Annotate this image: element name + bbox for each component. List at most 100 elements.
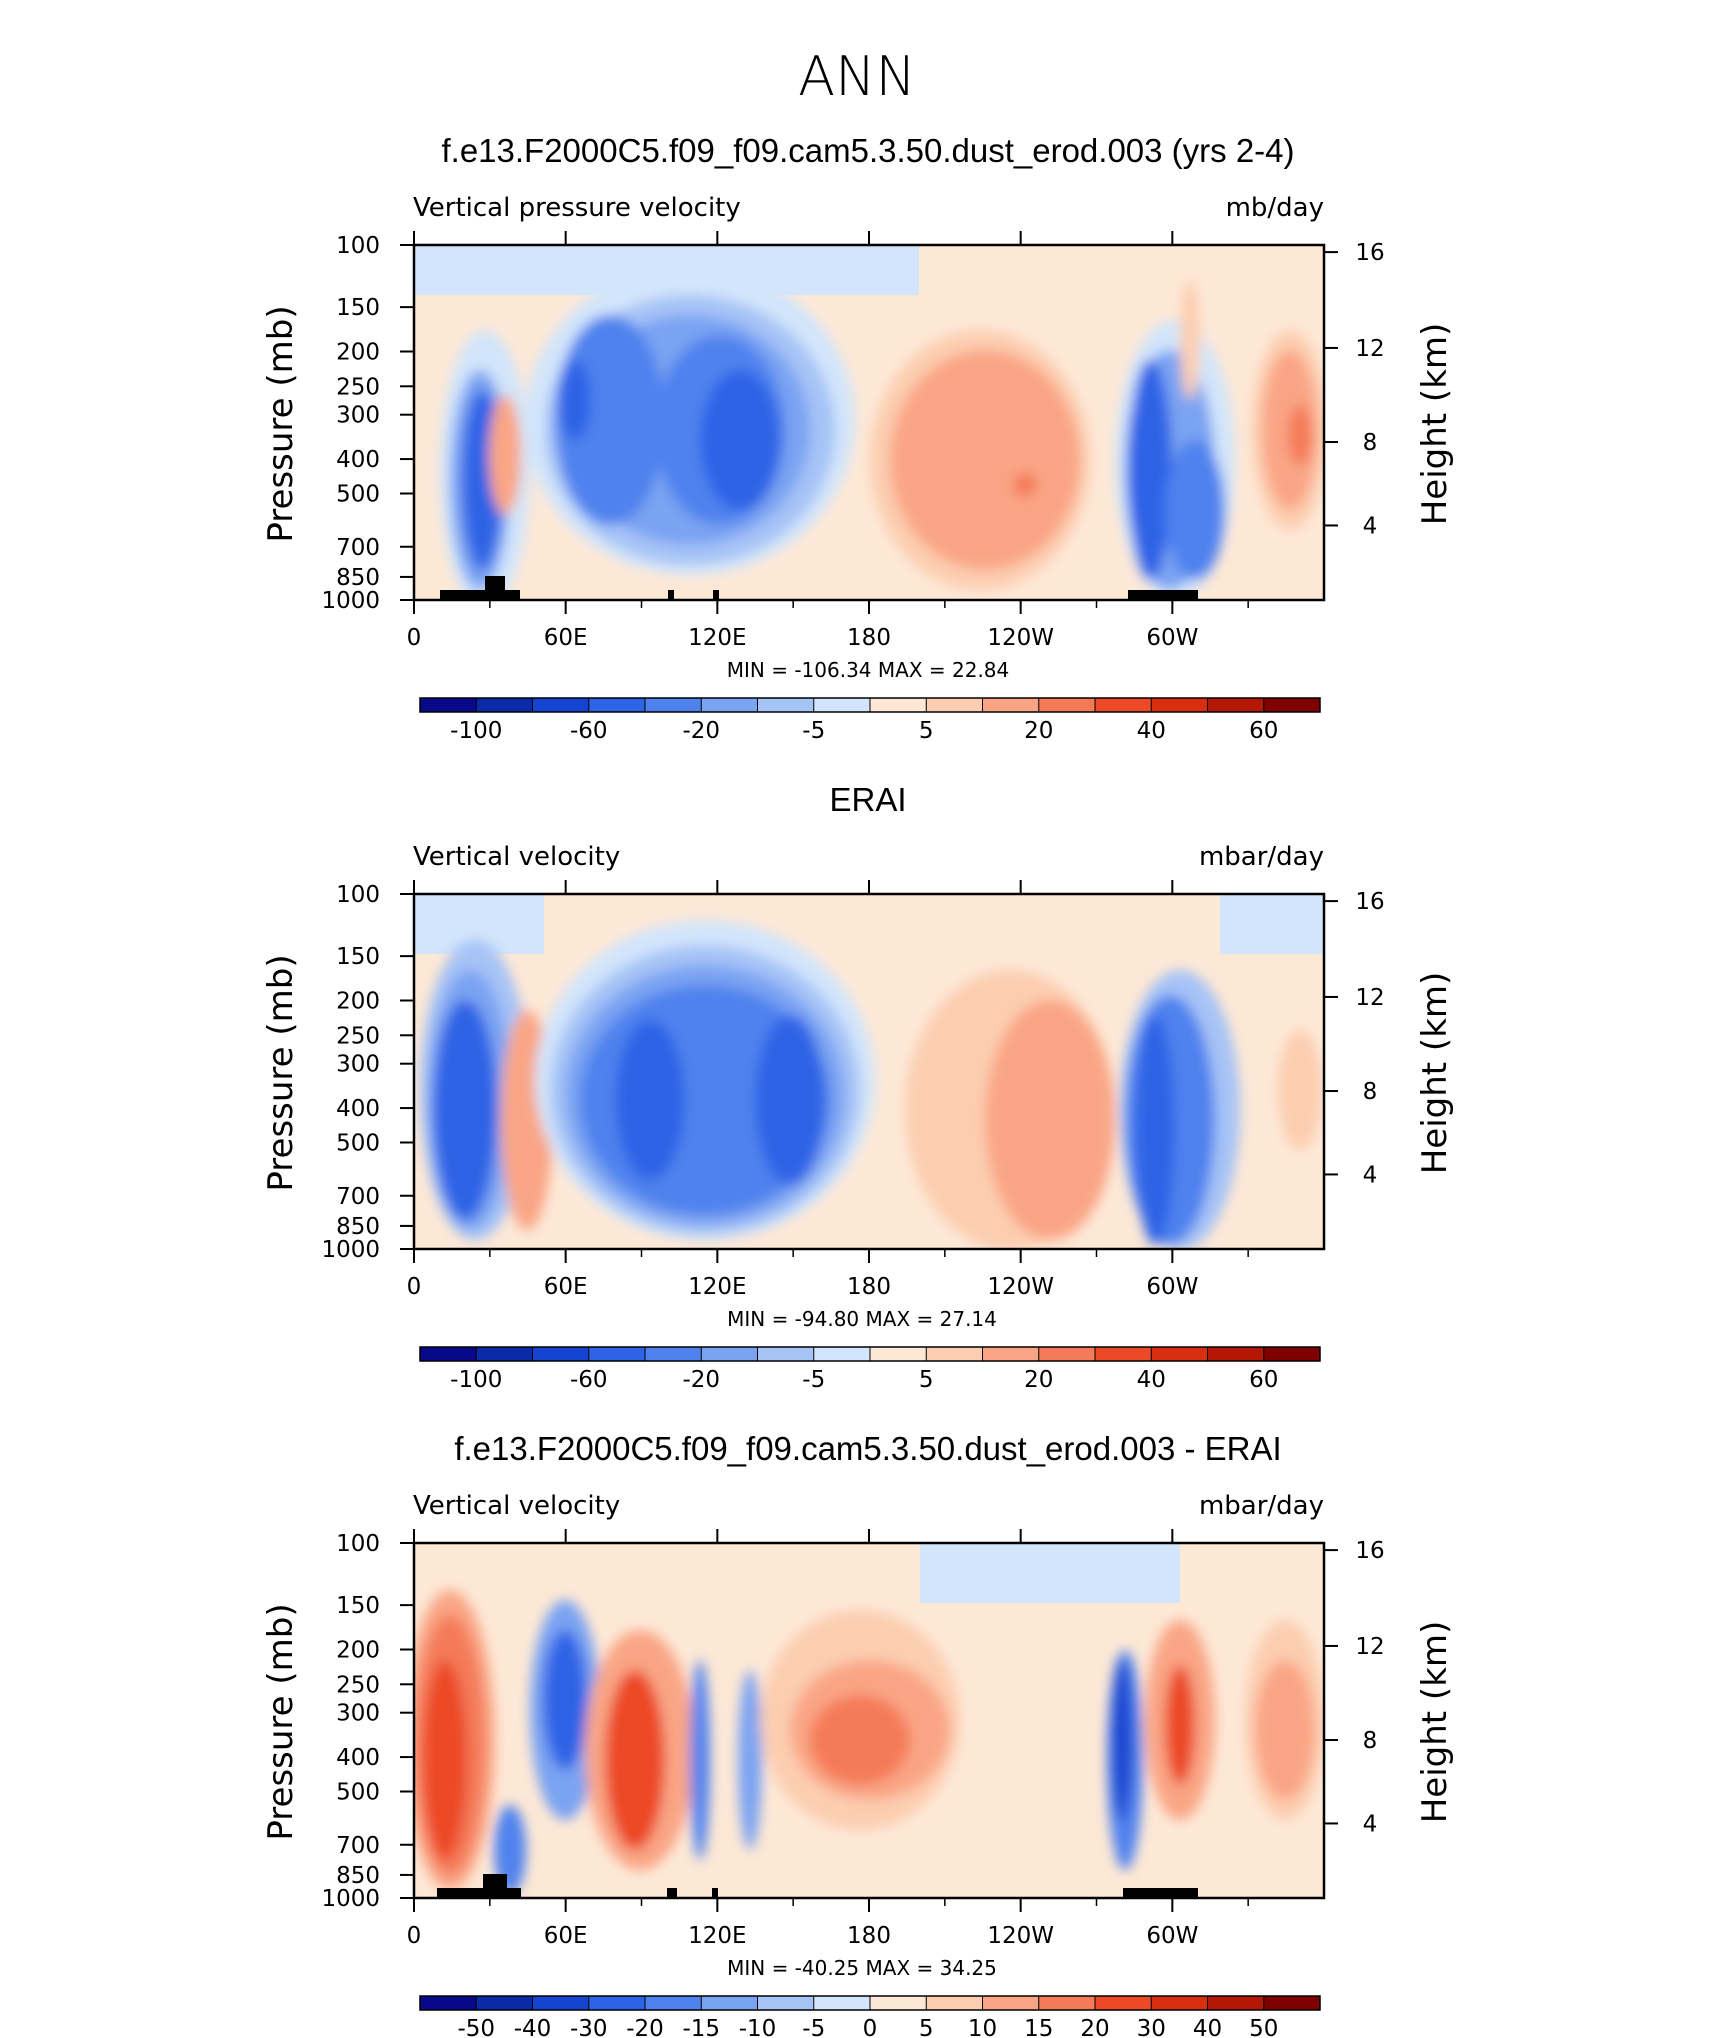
colorbar-label: -100 bbox=[450, 1367, 502, 1393]
colorbar-label: 60 bbox=[1249, 1367, 1278, 1393]
colorbar-swatch bbox=[1207, 1996, 1265, 2010]
x-tick-label: 0 bbox=[407, 1274, 422, 1300]
colorbar-swatch bbox=[982, 1347, 1040, 1361]
colorbar-swatch bbox=[420, 698, 477, 712]
colorbar-label: -60 bbox=[570, 1367, 608, 1393]
axis-ticks: 0 60E 120E 180 120W 60W 100 150 200 250 300 400 500 7… bbox=[321, 231, 1385, 651]
colorbar-swatch bbox=[926, 1347, 983, 1361]
colorbar: -100 -60 -20 -5 5 20 40 60 bbox=[419, 1346, 1321, 1393]
colorbar-label: -20 bbox=[682, 718, 720, 744]
y-tick-label: 1000 bbox=[321, 588, 380, 614]
colorbar-label: -30 bbox=[570, 2016, 608, 2038]
contour-field bbox=[414, 245, 1324, 600]
colorbar-swatch bbox=[588, 1996, 646, 2010]
ylabel-left: Pressure (mb) bbox=[261, 1603, 301, 1840]
colorbar-label: -100 bbox=[450, 718, 502, 744]
colorbar-label: 40 bbox=[1137, 1367, 1166, 1393]
colorbar-swatch bbox=[870, 1347, 927, 1361]
x-tick-label: 120E bbox=[688, 1923, 746, 1949]
x-tick-label: 180 bbox=[847, 1923, 891, 1949]
y-tick-label: 250 bbox=[336, 1672, 380, 1698]
units-label: mbar/day bbox=[1199, 1491, 1324, 1521]
colorbar-label: 5 bbox=[919, 718, 934, 744]
colorbar-swatch bbox=[701, 1996, 758, 2010]
colorbar-label: 20 bbox=[1024, 1367, 1053, 1393]
y2-tick-label: 16 bbox=[1355, 240, 1384, 266]
y2-tick-label: 16 bbox=[1355, 1538, 1384, 1564]
x-tick-label: 60W bbox=[1146, 1923, 1198, 1949]
y-tick-label: 1000 bbox=[321, 1886, 380, 1912]
colorbar-swatch bbox=[1151, 1347, 1208, 1361]
y2-tick-label: 4 bbox=[1363, 1162, 1378, 1188]
axis-ticks: 0 60E 120E 180 120W 60W 100 150 200 250 300 400 500 7… bbox=[321, 1529, 1385, 1949]
y-tick-label: 500 bbox=[336, 1131, 380, 1157]
colorbar-label: 20 bbox=[1080, 2016, 1109, 2038]
colorbar-label: -40 bbox=[514, 2016, 552, 2038]
x-tick-label: 180 bbox=[847, 1274, 891, 1300]
colorbar-swatch bbox=[588, 698, 646, 712]
x-tick-label: 120W bbox=[987, 1923, 1054, 1949]
x-tick-label: 60W bbox=[1146, 625, 1198, 651]
colorbar-swatch bbox=[645, 1996, 702, 2010]
colorbar-swatch bbox=[420, 1347, 477, 1361]
ylabel-left: Pressure (mb) bbox=[261, 954, 301, 1191]
colorbar-swatch bbox=[813, 698, 871, 712]
colorbar-swatch bbox=[476, 698, 533, 712]
y-tick-label: 300 bbox=[336, 1052, 380, 1078]
panel-title: f.e13.F2000C5.f09_f09.cam5.3.50.dust_ero… bbox=[454, 1430, 1281, 1467]
colorbar-swatch bbox=[645, 1347, 702, 1361]
y-tick-label: 850 bbox=[336, 1863, 380, 1889]
y-tick-label: 850 bbox=[336, 1214, 380, 1240]
colorbar-swatch bbox=[532, 1996, 590, 2010]
colorbar-swatch bbox=[1263, 698, 1321, 712]
y-tick-label: 200 bbox=[336, 989, 380, 1015]
variable-label: Vertical velocity bbox=[413, 842, 620, 872]
colorbar-swatch bbox=[532, 1347, 590, 1361]
panel-title: f.e13.F2000C5.f09_f09.cam5.3.50.dust_ero… bbox=[441, 132, 1294, 169]
y-tick-label: 500 bbox=[336, 482, 380, 508]
colorbar-label: -5 bbox=[802, 718, 825, 744]
colorbar-label: -20 bbox=[626, 2016, 664, 2038]
colorbar-swatch bbox=[1038, 1347, 1096, 1361]
colorbar-label: 40 bbox=[1193, 2016, 1222, 2038]
x-tick-label: 0 bbox=[407, 1923, 422, 1949]
y2-tick-label: 4 bbox=[1363, 1811, 1378, 1837]
colorbar-swatch bbox=[1207, 698, 1265, 712]
y-tick-label: 150 bbox=[336, 944, 380, 970]
x-tick-label: 60E bbox=[544, 1274, 588, 1300]
y2-tick-label: 16 bbox=[1355, 889, 1384, 915]
x-tick-label: 0 bbox=[407, 625, 422, 651]
colorbar-swatch bbox=[870, 1996, 927, 2010]
colorbar-label: -10 bbox=[739, 2016, 777, 2038]
y-tick-label: 100 bbox=[336, 1531, 380, 1557]
x-tick-label: 120E bbox=[688, 1274, 746, 1300]
y2-tick-label: 8 bbox=[1363, 430, 1378, 456]
colorbar-swatch bbox=[1038, 1996, 1096, 2010]
colorbar-swatch bbox=[1095, 1347, 1152, 1361]
variable-label: Vertical velocity bbox=[413, 1491, 620, 1521]
x-tick-label: 120W bbox=[987, 1274, 1054, 1300]
ylabel-right: Height (km) bbox=[1415, 1621, 1455, 1824]
colorbar-swatch bbox=[1151, 698, 1208, 712]
colorbar-label: -60 bbox=[570, 718, 608, 744]
ylabel-right: Height (km) bbox=[1415, 972, 1455, 1175]
suptitle: ANN bbox=[798, 45, 916, 108]
x-tick-label: 60E bbox=[544, 1923, 588, 1949]
y-tick-label: 400 bbox=[336, 1096, 380, 1122]
minmax-label: MIN = -94.80 MAX = 27.14 bbox=[727, 1307, 997, 1331]
colorbar-label: -5 bbox=[802, 2016, 825, 2038]
y2-tick-label: 8 bbox=[1363, 1728, 1378, 1754]
colorbar-swatch bbox=[701, 1347, 758, 1361]
y-tick-label: 200 bbox=[336, 340, 380, 366]
variable-label: Vertical pressure velocity bbox=[413, 193, 741, 223]
colorbar-swatch bbox=[757, 1996, 815, 2010]
ylabel-right: Height (km) bbox=[1415, 323, 1455, 526]
panel-3: f.e13.F2000C5.f09_f09.cam5.3.50.dust_ero… bbox=[261, 1430, 1455, 2038]
y2-tick-label: 12 bbox=[1355, 336, 1384, 362]
colorbar-swatch bbox=[588, 1347, 646, 1361]
contour-field bbox=[414, 894, 1324, 1249]
contour-field bbox=[414, 1543, 1324, 1898]
colorbar-swatch bbox=[1038, 698, 1096, 712]
y2-tick-label: 8 bbox=[1363, 1079, 1378, 1105]
y-tick-label: 850 bbox=[336, 565, 380, 591]
